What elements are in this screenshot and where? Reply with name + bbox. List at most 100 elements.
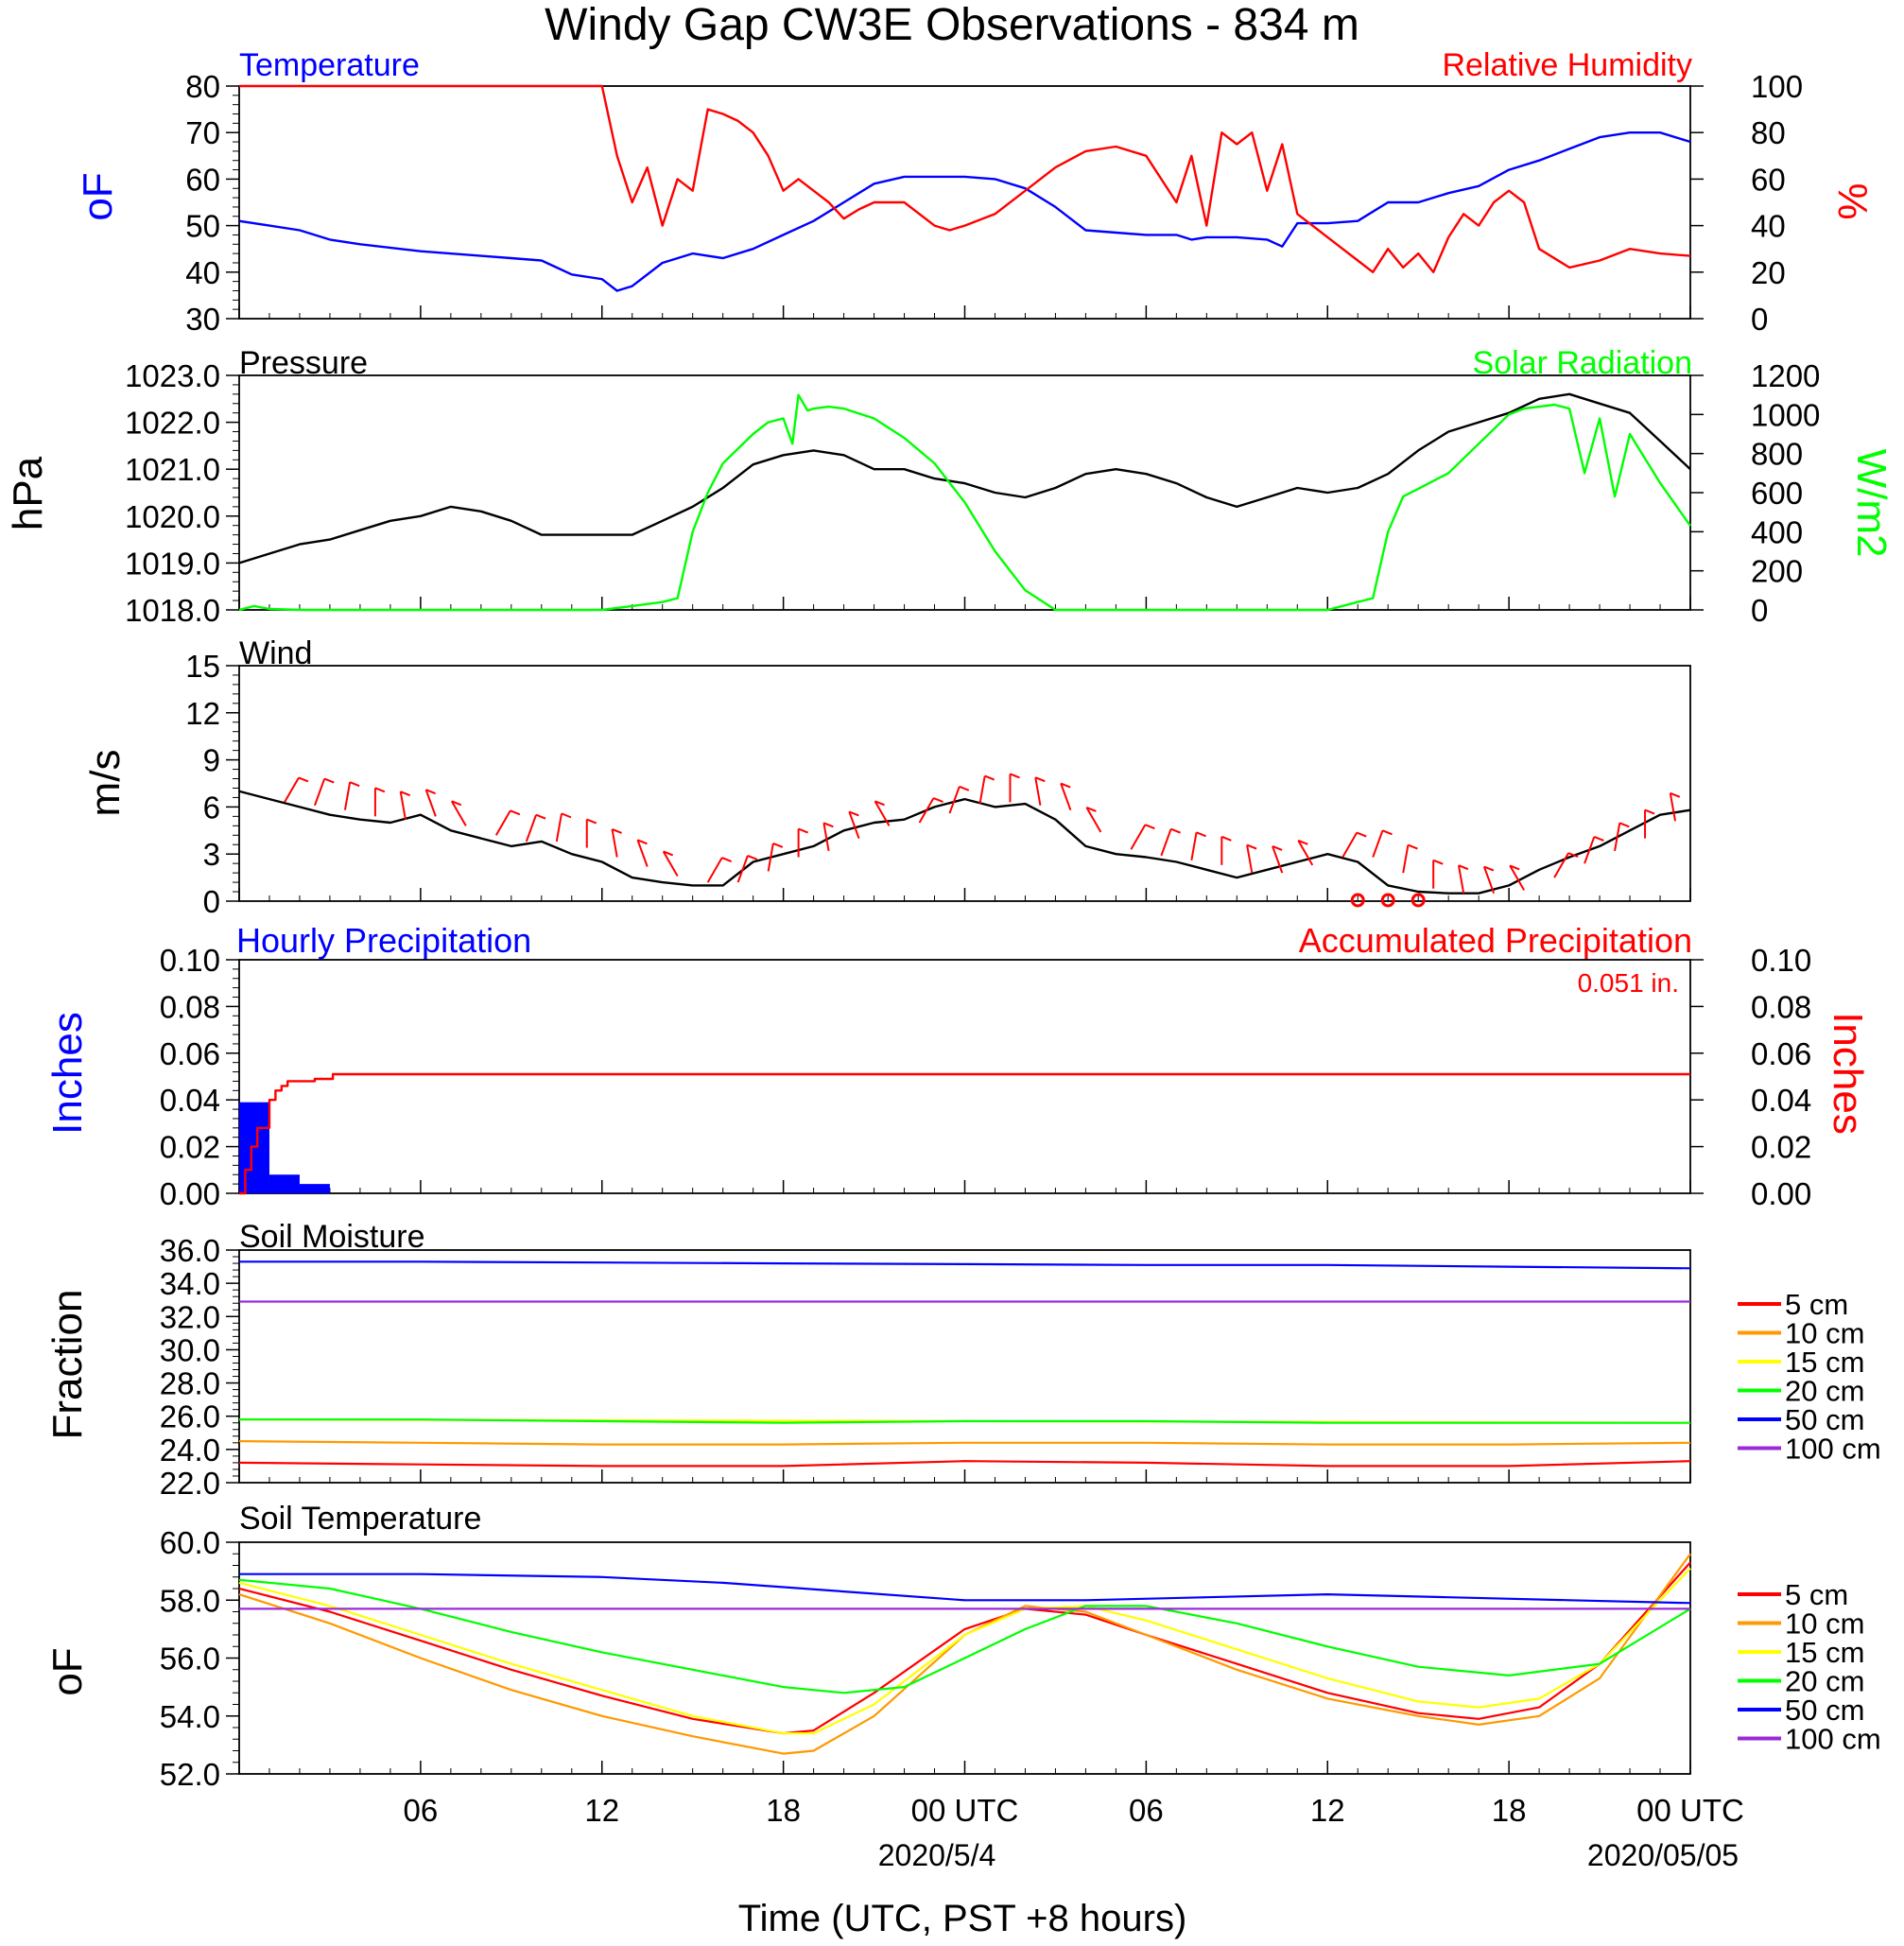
plot-precip: 0.10 0.08 0.06 0.04 0.02 0.00 0.10 0.08 0.06 0.04… <box>160 943 1811 1211</box>
wind-barb <box>1341 832 1359 859</box>
wind-barb <box>767 843 774 872</box>
y-tick-label: 0.06 <box>160 1036 220 1071</box>
calm-marker <box>1350 893 1365 908</box>
wind-barb-feather <box>1086 807 1097 812</box>
y-tick-label: 6 <box>203 790 220 825</box>
panel-temp-rh: Temperature Relative Humidity oF % <box>75 47 1876 221</box>
wind-barb <box>1130 824 1147 850</box>
wind-barb <box>1060 783 1072 811</box>
wind-barb-feather <box>637 839 648 845</box>
wind-barb <box>1297 840 1314 866</box>
panel-precip: Hourly Precipitation Accumulated Precipi… <box>44 921 1871 1135</box>
y-tick-label: 0.00 <box>160 1176 220 1211</box>
y-tick-label: 0.02 <box>160 1130 220 1165</box>
series-accumulated-precipitation <box>239 1072 1690 1195</box>
wind-barb <box>1034 777 1042 806</box>
wind-barb-feather <box>612 828 622 834</box>
legend-label: 20 cm <box>1785 1375 1864 1408</box>
wind-barb <box>1246 844 1254 874</box>
wind-barb-feather <box>1010 773 1020 779</box>
series-wind <box>238 790 1691 895</box>
wind-barb-feather <box>1567 852 1579 859</box>
wind-barb <box>1372 829 1384 858</box>
x-tick-label: 06 <box>1129 1793 1164 1828</box>
rh-unit-label: % <box>1829 182 1876 219</box>
wind-barb <box>555 813 563 843</box>
series-relative-humidity <box>239 84 1691 273</box>
y2-tick-label: 20 <box>1751 255 1786 290</box>
wind-barb-feather <box>323 777 335 784</box>
wind-barb-feather <box>1618 822 1630 828</box>
y2-tick-label: 40 <box>1751 209 1786 244</box>
y2-tick-label: 0.00 <box>1751 1176 1811 1211</box>
legend-label: 10 cm <box>1785 1607 1864 1641</box>
wind-barb-feather <box>1034 776 1046 783</box>
wind-barb <box>1272 845 1284 874</box>
legend-label: 50 cm <box>1785 1403 1864 1436</box>
wind-barb <box>1509 864 1525 891</box>
soil-temp-title: Soil Temperature <box>239 1501 481 1537</box>
y2-tick-label: 1000 <box>1751 397 1820 432</box>
y2-tick-label: 0 <box>1751 593 1768 628</box>
wind-barb-feather <box>721 857 733 863</box>
y-tick-label: 24.0 <box>160 1433 220 1468</box>
wind-barb <box>399 791 407 820</box>
relative-humidity-title: Relative Humidity <box>1442 47 1692 83</box>
wind-barb-feather <box>400 791 411 797</box>
wind-barb <box>284 776 300 803</box>
wind-barb <box>611 828 618 858</box>
precip-bar <box>299 1184 330 1193</box>
wind-barb-feather <box>1458 864 1469 871</box>
panel-pressure-solar: Pressure Solar Radiation hPa W/m2 <box>5 345 1895 557</box>
series-20-cm <box>239 1418 1690 1424</box>
hourly-precip-title: Hourly Precipitation <box>236 921 531 960</box>
plot-temp_rh: 80 70 60 50 40 30 100 80 60 40 20 0 <box>185 69 1803 337</box>
wind-barb-feather <box>586 818 597 825</box>
y-tick-label: 56.0 <box>160 1642 220 1677</box>
chart-title: Windy Gap CW3E Observations - 834 m <box>545 0 1359 50</box>
wind-barb-feather <box>874 800 885 807</box>
y2-tick-label: 0.04 <box>1751 1083 1811 1118</box>
y-tick-label: 1023.0 <box>125 358 220 393</box>
wind-barb-feather <box>349 781 360 788</box>
x-tick-label: 18 <box>766 1793 801 1828</box>
y2-tick-label: 80 <box>1751 115 1786 150</box>
soil-temp-unit-label: oF <box>44 1647 91 1695</box>
legend-label: 50 cm <box>1785 1694 1864 1727</box>
wind-barb-feather <box>1170 827 1181 834</box>
y-tick-label: 34.0 <box>160 1266 220 1301</box>
series-50-cm <box>239 1572 1691 1605</box>
wind-barb-feather <box>747 854 758 860</box>
wind-barb <box>822 823 830 852</box>
legend-label: 20 cm <box>1785 1665 1864 1698</box>
series-15-cm <box>238 1567 1691 1735</box>
series-20-cm <box>238 1578 1691 1694</box>
y-tick-label: 0 <box>203 884 220 919</box>
wind-barb-feather <box>561 812 572 819</box>
series-5-cm <box>238 1460 1691 1468</box>
series-temperature <box>238 131 1691 292</box>
y-tick-label: 54.0 <box>160 1699 220 1734</box>
wind-barb-feather <box>1220 835 1232 842</box>
wind-barb <box>978 775 986 805</box>
wind-barb <box>1482 866 1496 895</box>
wind-barb-feather <box>848 810 859 817</box>
wind-barb <box>948 786 961 814</box>
y-tick-label: 22.0 <box>160 1466 220 1501</box>
wind-barb-feather <box>959 785 970 791</box>
y-tick-label: 3 <box>203 837 220 872</box>
wind-barb <box>494 809 511 836</box>
legend-label: 10 cm <box>1785 1317 1864 1350</box>
wind-barb-feather <box>1272 845 1283 851</box>
accumulated-precip-title: Accumulated Precipitation <box>1299 921 1692 960</box>
x-tick-label: 00 UTC <box>1636 1793 1744 1828</box>
y-tick-label: 32.0 <box>160 1299 220 1334</box>
y-tick-label: 1018.0 <box>125 593 220 628</box>
wind-barb-feather <box>1356 831 1367 838</box>
y2-tick-label: 0 <box>1751 302 1768 337</box>
y-tick-label: 1019.0 <box>125 546 220 581</box>
wind-barb-feather <box>933 797 943 803</box>
plot-layer: 8070605040301008060402001023.01022.01021… <box>125 69 1881 1828</box>
wind-barb <box>848 811 860 839</box>
